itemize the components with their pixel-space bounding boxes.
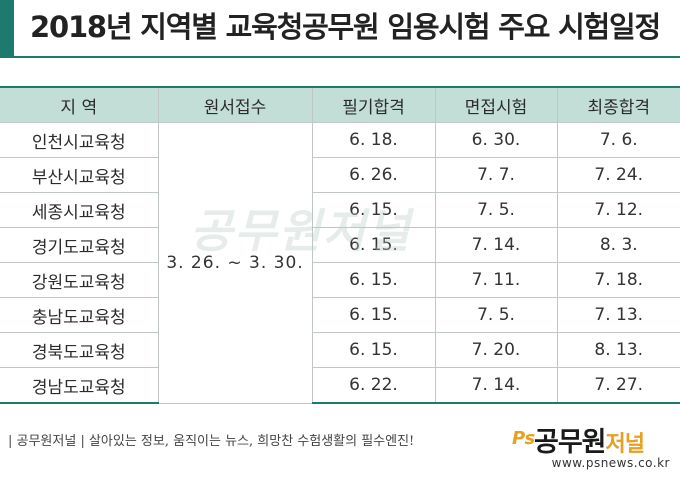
logo-name-main: 공무원: [534, 427, 607, 458]
cell-final-pass: 7. 18.: [556, 262, 680, 298]
cell-interview: 7. 11.: [434, 262, 558, 298]
cell-final-pass: 8. 3.: [556, 227, 680, 263]
cell-interview: 7. 20.: [434, 332, 558, 368]
page-title: 2018년 지역별 교육청공무원 임용시험 주요 시험일정: [30, 10, 661, 44]
footer-url: www.psnews.co.kr: [551, 456, 670, 470]
cell-written-pass: 6. 15.: [311, 227, 436, 263]
table-row: 경기도교육청 6. 15. 7. 14. 8. 3.: [0, 227, 680, 263]
cell-region: 충남도교육청: [0, 297, 159, 333]
table-row: 부산시교육청 6. 26. 7. 7. 7. 24.: [0, 157, 680, 193]
cell-written-pass: 6. 18.: [311, 122, 436, 158]
brand-logo: Ps 공무원저널: [512, 420, 672, 458]
cell-interview: 7. 5.: [434, 297, 558, 333]
title-divider: [0, 56, 680, 58]
footer-tagline: | 공무원저널 | 살아있는 정보, 움직이는 뉴스, 희망찬 수험생활의 필수…: [8, 434, 415, 449]
logo-ps-mark: Ps: [512, 428, 536, 449]
logo-name-accent: 저널: [605, 432, 645, 457]
cell-final-pass: 7. 6.: [556, 122, 680, 158]
table-row: 경북도교육청 6. 15. 7. 20. 8. 13.: [0, 332, 680, 368]
header-region: 지 역: [0, 86, 159, 123]
cell-application-period: 3. 26. ~ 3. 30.: [157, 122, 313, 404]
header-written-pass: 필기합격: [311, 86, 436, 123]
cell-final-pass: 7. 12.: [556, 192, 680, 228]
cell-region: 경북도교육청: [0, 332, 159, 368]
cell-region: 인천시교육청: [0, 122, 159, 158]
table-row: 강원도교육청 6. 15. 7. 11. 7. 18.: [0, 262, 680, 298]
cell-written-pass: 6. 22.: [311, 367, 436, 404]
cell-written-pass: 6. 15.: [311, 332, 436, 368]
cell-region: 경기도교육청: [0, 227, 159, 263]
cell-region: 강원도교육청: [0, 262, 159, 298]
header-final-pass: 최종합격: [556, 86, 680, 123]
title-accent-bar: [0, 0, 14, 56]
cell-final-pass: 7. 13.: [556, 297, 680, 333]
title-bar: 2018년 지역별 교육청공무원 임용시험 주요 시험일정: [0, 0, 680, 56]
cell-interview: 6. 30.: [434, 122, 558, 158]
cell-written-pass: 6. 15.: [311, 192, 436, 228]
table-row: 충남도교육청 6. 15. 7. 5. 7. 13.: [0, 297, 680, 333]
cell-region: 부산시교육청: [0, 157, 159, 193]
table-row: 경남도교육청 6. 22. 7. 14. 7. 27.: [0, 367, 680, 404]
cell-final-pass: 8. 13.: [556, 332, 680, 368]
cell-written-pass: 6. 26.: [311, 157, 436, 193]
logo-name: 공무원저널: [534, 420, 645, 459]
header-interview: 면접시험: [434, 86, 558, 123]
cell-region: 경남도교육청: [0, 367, 159, 404]
cell-interview: 7. 14.: [434, 367, 558, 404]
schedule-table: 지 역 원서접수 필기합격 면접시험 최종합격 인천시교육청 3. 26. ~ 3…: [0, 86, 680, 404]
footer: | 공무원저널 | 살아있는 정보, 움직이는 뉴스, 희망찬 수험생활의 필수…: [0, 420, 680, 483]
schedule-table-container: 지 역 원서접수 필기합격 면접시험 최종합격 인천시교육청 3. 26. ~ 3…: [0, 86, 680, 404]
table-row: 세종시교육청 6. 15. 7. 5. 7. 12.: [0, 192, 680, 228]
header-application: 원서접수: [157, 86, 313, 123]
cell-interview: 7. 14.: [434, 227, 558, 263]
cell-written-pass: 6. 15.: [311, 262, 436, 298]
cell-written-pass: 6. 15.: [311, 297, 436, 333]
cell-final-pass: 7. 27.: [556, 367, 680, 404]
cell-interview: 7. 7.: [434, 157, 558, 193]
table-header-row: 지 역 원서접수 필기합격 면접시험 최종합격: [0, 86, 680, 123]
cell-region: 세종시교육청: [0, 192, 159, 228]
table-row: 인천시교육청 3. 26. ~ 3. 30. 6. 18. 6. 30. 7. 6.: [0, 122, 680, 404]
cell-final-pass: 7. 24.: [556, 157, 680, 193]
cell-interview: 7. 5.: [434, 192, 558, 228]
